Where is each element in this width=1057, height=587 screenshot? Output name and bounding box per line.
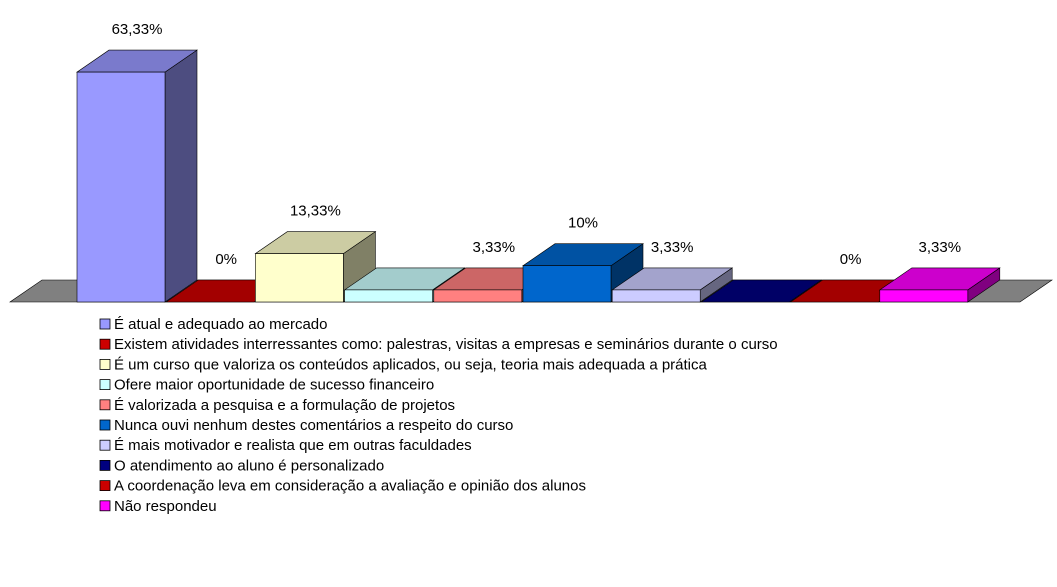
legend-label: Nunca ouvi nenhum destes comentários a r…	[114, 417, 513, 434]
bar	[879, 289, 969, 303]
legend-swatch	[99, 439, 111, 451]
legend-label: O atendimento ao aluno é personalizado	[114, 457, 384, 474]
bar	[611, 289, 701, 303]
legend-label: Não respondeu	[114, 498, 217, 515]
legend-label: Ofere maior oportunidade de sucesso fina…	[114, 377, 434, 394]
legend-label: É atual e adequado ao mercado	[114, 316, 328, 333]
legend-label: É um curso que valoriza os conteúdos apl…	[114, 356, 708, 373]
legend-label: A coordenação leva em consideração a ava…	[114, 478, 586, 495]
legend-swatch	[99, 379, 111, 391]
bar-top	[700, 279, 823, 303]
data-label: 0%	[840, 251, 862, 268]
legend-swatch	[99, 318, 111, 330]
data-label: 3,33%	[651, 239, 694, 256]
bar	[522, 265, 612, 303]
legend-swatch	[99, 338, 111, 350]
legend-swatch	[99, 399, 111, 411]
legend-swatch	[99, 358, 111, 370]
legend-label: Existem atividades interressantes como: …	[114, 336, 778, 353]
bar	[433, 289, 523, 303]
bar	[76, 71, 166, 303]
legend-swatch	[99, 419, 111, 431]
data-label: 13,33%	[290, 203, 341, 220]
bar-side	[164, 49, 198, 303]
legend-label: É mais motivador e realista que em outra…	[114, 437, 472, 454]
bar	[344, 289, 433, 303]
legend-swatch	[99, 480, 111, 492]
data-label: 3,33%	[919, 239, 962, 256]
bar	[255, 253, 344, 303]
legend-swatch	[99, 500, 111, 512]
legend-swatch	[99, 459, 111, 471]
data-label: 3,33%	[473, 239, 516, 256]
data-label: 63,33%	[112, 21, 163, 38]
legend-label: É valorizada a pesquisa e a formulação d…	[114, 397, 455, 414]
data-label: 0%	[215, 251, 237, 268]
data-label: 10%	[568, 215, 598, 232]
